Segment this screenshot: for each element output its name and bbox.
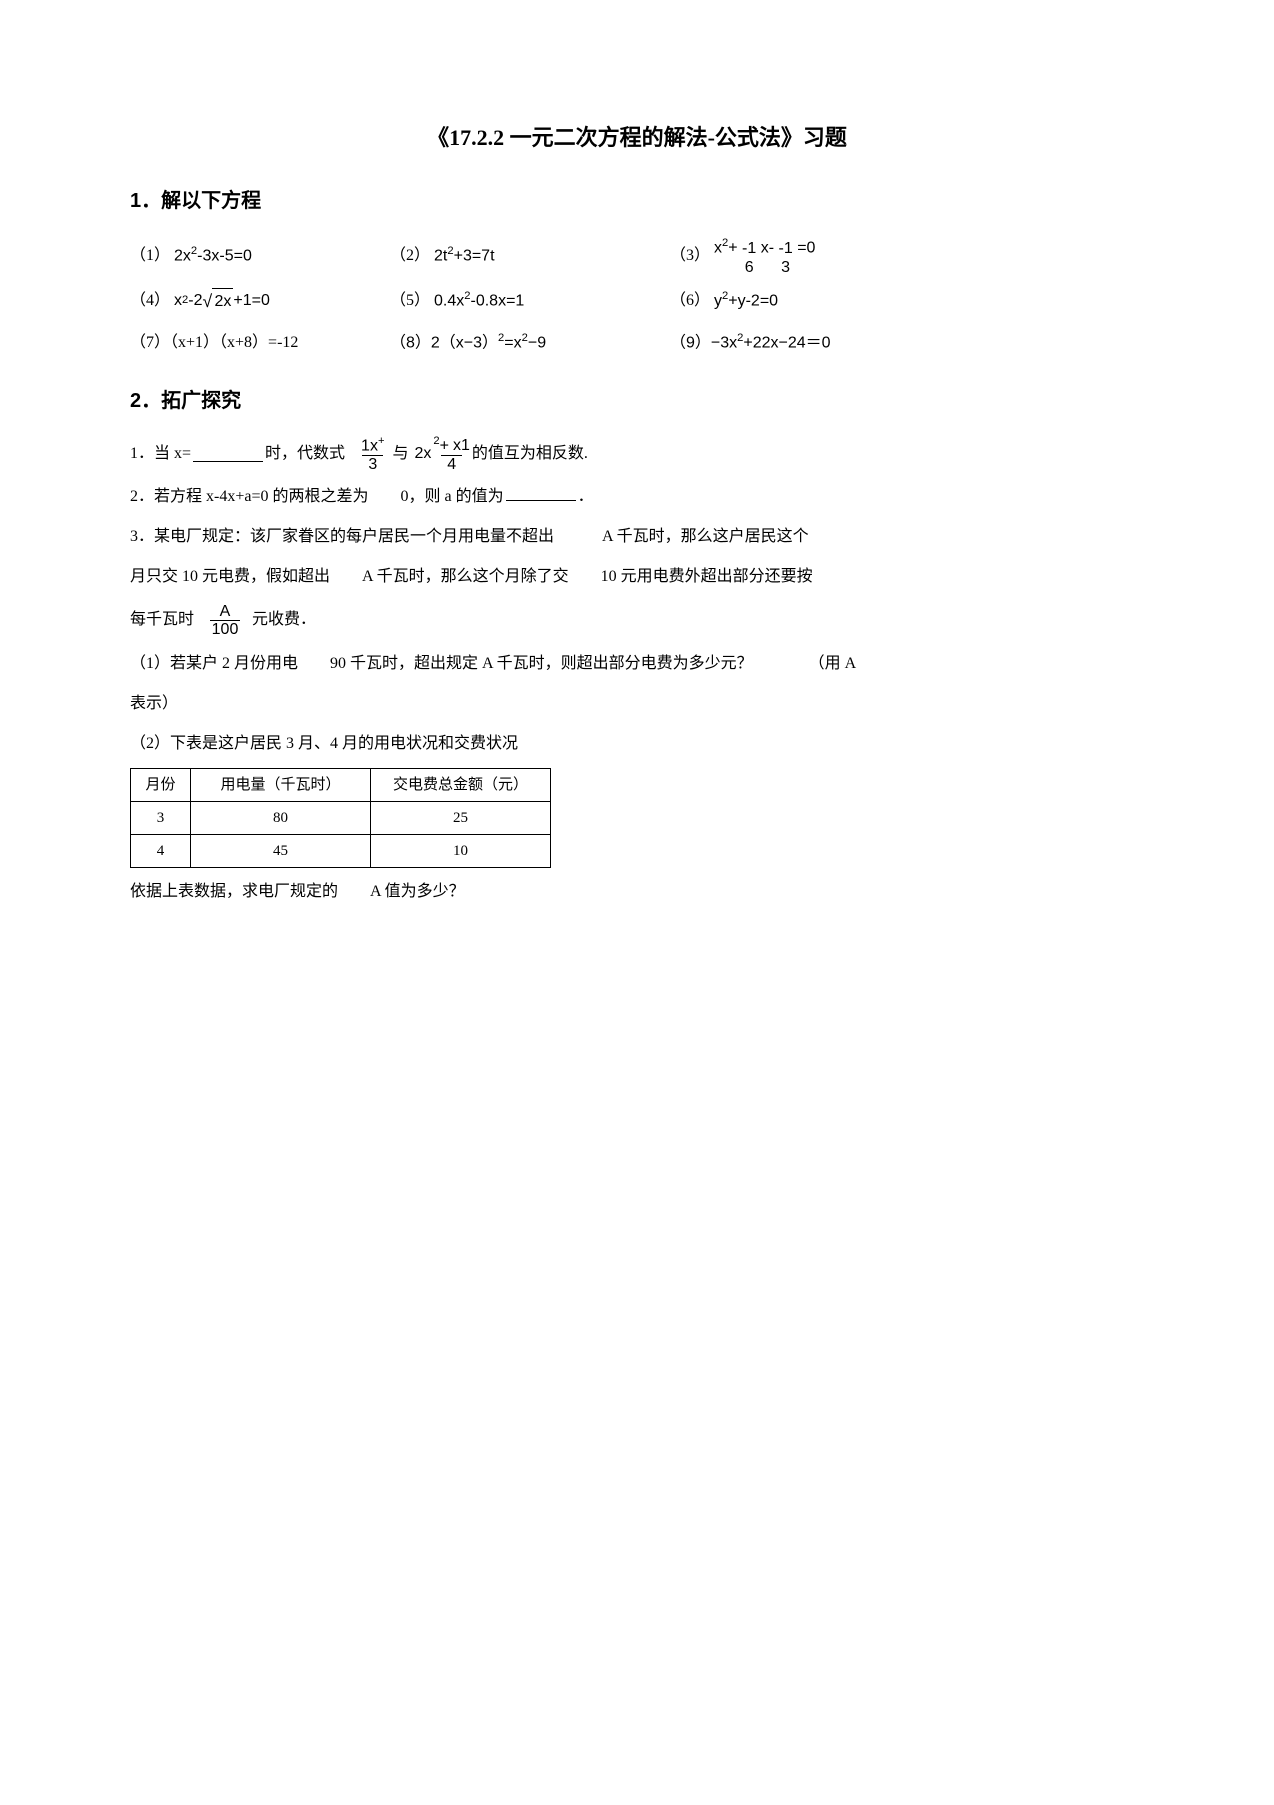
question-3-line-3: 每千瓦时 A 100 元收费． — [130, 601, 1144, 639]
question-2: 2．若方程 x-4x+a=0 的两根之差为 0，则 a 的值为． — [130, 481, 1144, 513]
table-cell: 3 — [131, 801, 191, 834]
equation-7: （7）（x+1）（x+8）=-12 — [130, 330, 390, 356]
equation-1: （1） 2x2-3x-5=0 — [130, 243, 390, 269]
equation-9: （9）−3x2+22x−24＝0 — [670, 330, 1144, 356]
question-1: 1．当 x= 时，代数式 1x+ 3 与 2x 2+x1 4 的值互为相反数. — [130, 435, 1144, 474]
equation-2: （2） 2t2+3=7t — [390, 243, 670, 269]
table-header-row: 月份 用电量（千瓦时） 交电费总金额（元） — [131, 768, 551, 801]
equation-row-3: （7）（x+1）（x+8）=-12 （8）2（x−3）2=x2−9 （9）−3x… — [130, 325, 1144, 361]
table-row: 4 45 10 — [131, 834, 551, 867]
section-2-text: ．拓广探究 — [141, 390, 241, 412]
table-cell: 4 — [131, 834, 191, 867]
fill-blank — [506, 485, 576, 501]
section-2-number: 2 — [130, 390, 141, 412]
fraction-a-100: A 100 — [204, 603, 246, 639]
fraction-1: 1x+ 3 — [359, 435, 386, 474]
equation-row-1: （1） 2x2-3x-5=0 （2） 2t2+3=7t （3） x2+ -16 … — [130, 235, 1144, 277]
sqrt-icon: 2x — [212, 288, 233, 315]
equation-row-2: （4） x2-22x+1=0 （5） 0.4x2-0.8x=1 （6） y2+y… — [130, 283, 1144, 319]
equation-6: （6） y2+y-2=0 — [670, 288, 1144, 314]
equation-5: （5） 0.4x2-0.8x=1 — [390, 288, 670, 314]
fraction-2: 2+x1 4 — [431, 435, 471, 474]
question-3-sub-1: （1）若某户 2 月份用电 90 千瓦时，超出规定 A 千瓦时，则超出部分电费为… — [130, 648, 1144, 680]
table-cell: 80 — [191, 801, 371, 834]
usage-table: 月份 用电量（千瓦时） 交电费总金额（元） 3 80 25 4 45 10 — [130, 768, 551, 868]
question-3-line-1: 3．某电厂规定：该厂家眷区的每户居民一个月用电量不超出 A 千瓦时，那么这户居民… — [130, 521, 1144, 553]
question-3-line-2: 月只交 10 元电费，假如超出 A 千瓦时，那么这个月除了交 10 元用电费外超… — [130, 561, 1144, 593]
question-3-sub-1b: 表示） — [130, 688, 1144, 720]
equation-3: （3） x2+ -16 x- -13 =0 — [670, 235, 1144, 277]
fill-blank — [193, 446, 263, 462]
table-header: 月份 — [131, 768, 191, 801]
table-cell: 45 — [191, 834, 371, 867]
section-1-text: ．解以下方程 — [141, 190, 261, 212]
question-3-sub-2: （2）下表是这户居民 3 月、4 月的用电状况和交费状况 — [130, 728, 1144, 760]
section-1-heading: 1．解以下方程 — [130, 185, 1144, 217]
table-header: 交电费总金额（元） — [371, 768, 551, 801]
section-1-number: 1 — [130, 190, 141, 212]
final-question: 依据上表数据，求电厂规定的 A 值为多少？ — [130, 876, 1144, 908]
page-title: 《17.2.2 一元二次方程的解法-公式法》习题 — [130, 120, 1144, 155]
table-row: 3 80 25 — [131, 801, 551, 834]
section-2-heading: 2．拓广探究 — [130, 385, 1144, 417]
table-header: 用电量（千瓦时） — [191, 768, 371, 801]
table-cell: 10 — [371, 834, 551, 867]
equation-8: （8）2（x−3）2=x2−9 — [390, 330, 670, 356]
equation-4: （4） x2-22x+1=0 — [130, 288, 390, 315]
table-cell: 25 — [371, 801, 551, 834]
